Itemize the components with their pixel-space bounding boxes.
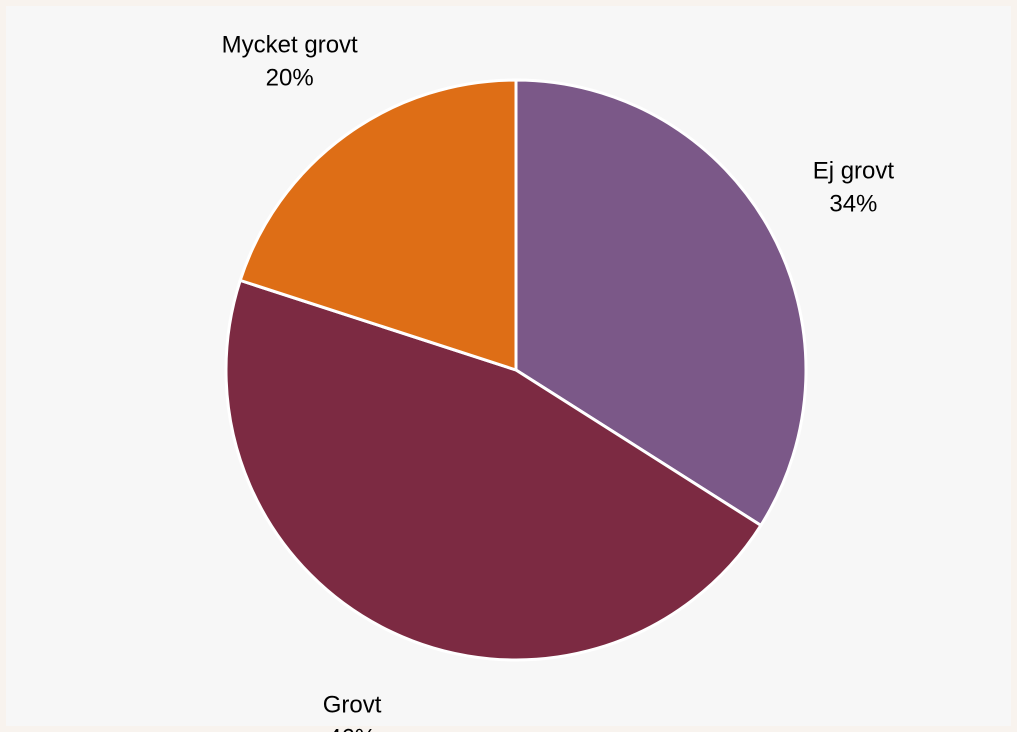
slice-label-mycket-grovt: Mycket grovt 20% (222, 32, 358, 92)
slice-category-label: Ej grovt (813, 158, 895, 185)
slice-label-ej-grovt: Ej grovt 34% (813, 158, 895, 218)
slice-value-label: 46% (328, 724, 376, 732)
pie-slice-ej-grovt (514, 78, 808, 527)
pie-slice-grovt (224, 278, 763, 662)
slice-category-label: Grovt (323, 691, 382, 718)
slice-category-label: Mycket grovt (222, 32, 358, 59)
slice-value-label: 34% (829, 191, 877, 218)
slice-value-label: 20% (266, 65, 314, 92)
slice-label-grovt: Grovt 46% (323, 691, 382, 732)
pie-slice-mycket-grovt (238, 78, 518, 372)
pie-labels: Ej grovt 34% Grovt 46% Mycket grovt 20% (222, 32, 895, 732)
pie-slices (224, 78, 808, 662)
